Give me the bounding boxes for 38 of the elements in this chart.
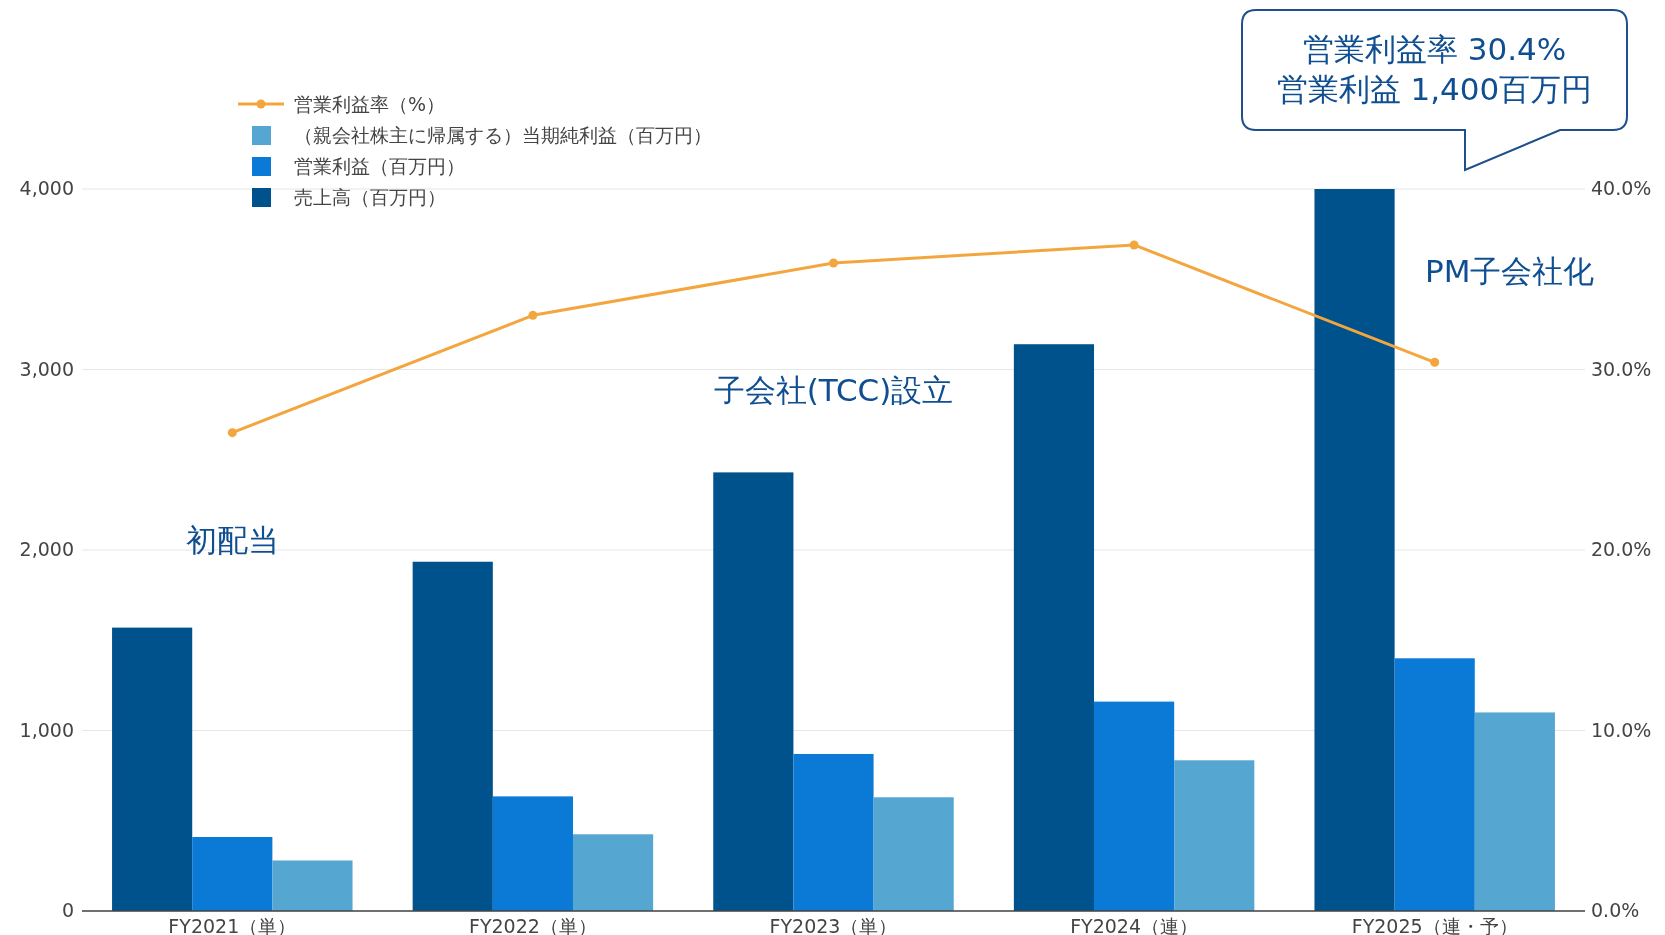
y-tick-label: 0 [61, 899, 74, 921]
y2-tick-label: 40.0% [1591, 177, 1652, 199]
legend-label: 営業利益率（%） [294, 93, 446, 115]
y-tick-label: 4,000 [19, 177, 74, 199]
text: 営業利益率 30.4% 営業利益 1,400百万円 [1276, 31, 1593, 107]
y2-tick-label: 10.0% [1591, 718, 1652, 741]
point [1129, 240, 1139, 250]
bar [873, 797, 954, 911]
point [829, 258, 838, 268]
y2-tick-label: 0.0% [1591, 899, 1640, 921]
bar [1013, 344, 1095, 911]
bar [1394, 658, 1475, 911]
bar [272, 860, 353, 911]
bar [112, 627, 193, 911]
y-tick-label: 1,000 [19, 718, 74, 741]
point [227, 428, 237, 438]
bar [572, 834, 654, 911]
point [1430, 357, 1440, 367]
y2-tick-label: 20.0% [1591, 538, 1652, 560]
bar [412, 561, 493, 911]
bar [713, 472, 794, 911]
bar [192, 837, 273, 911]
bar [1314, 189, 1395, 911]
y-tick-label: 2,000 [19, 538, 74, 560]
annotation: 子会社(TCC)設立 [713, 372, 954, 409]
y-tick-label: 3,000 [19, 357, 74, 380]
y2-tick-label: 30.0% [1591, 357, 1652, 380]
legend-label: 営業利益（百万円） [294, 155, 465, 177]
annotation: PM子会社化 [1424, 253, 1595, 290]
annotation: 初配当 [185, 521, 279, 558]
bar [793, 753, 874, 911]
legend-label: 売上高（百万円） [294, 186, 446, 208]
bar [492, 796, 573, 911]
bar [1474, 712, 1555, 911]
point [528, 310, 538, 320]
legend-label: （親会社株主に帰属する）当期純利益（百万円） [294, 124, 712, 146]
bar [1174, 760, 1255, 911]
bar [1094, 701, 1175, 911]
